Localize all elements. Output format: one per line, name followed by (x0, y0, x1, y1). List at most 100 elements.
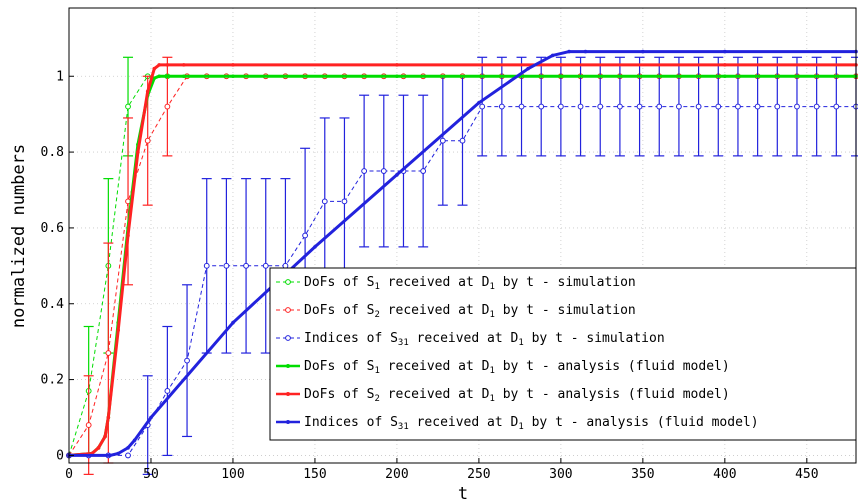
x-tick-label: 150 (303, 467, 326, 482)
data-point (723, 63, 727, 67)
data-point (165, 63, 170, 67)
data-point (116, 328, 120, 333)
data-point (813, 103, 820, 110)
data-point (498, 103, 505, 110)
data-point (103, 434, 107, 439)
data-point (735, 103, 741, 110)
data-point (125, 452, 131, 459)
data-point (395, 173, 399, 177)
data-point (184, 357, 190, 364)
y-tick-label: 0.4 (41, 297, 65, 312)
data-point (145, 89, 150, 94)
data-point (723, 49, 727, 54)
data-point (165, 74, 170, 79)
data-point (636, 103, 643, 110)
data-point (231, 320, 235, 325)
data-point (144, 137, 151, 144)
data-point (157, 74, 161, 79)
x-tick-label: 350 (631, 467, 654, 482)
legend-item: DoFs of S2 received at D1 by t - analysi… (276, 387, 730, 404)
data-point (116, 451, 120, 456)
data-point (361, 168, 368, 174)
x-tick-label: 400 (713, 467, 736, 482)
legend: DoFs of S1 received at D1 by t - simulat… (269, 267, 857, 441)
data-point (695, 103, 702, 110)
legend-item: DoFs of S2 received at D1 by t - simulat… (276, 303, 636, 320)
y-tick-label: 1 (56, 69, 64, 84)
legend-label: DoFs of S1 received at D1 by t - simulat… (304, 275, 636, 292)
data-point (833, 103, 840, 110)
data-point (164, 103, 171, 110)
data-point (85, 422, 92, 428)
data-point (538, 103, 545, 110)
legend-swatch-marker (285, 335, 291, 341)
x-tick-label: 0 (65, 467, 73, 482)
data-point (597, 103, 604, 110)
data-point (105, 350, 112, 356)
data-point (96, 446, 101, 450)
data-point (477, 100, 481, 105)
data-point (583, 49, 588, 54)
data-point (181, 63, 186, 67)
data-point (676, 103, 682, 110)
data-point (231, 63, 235, 67)
data-point (243, 262, 249, 269)
data-point (557, 103, 564, 110)
data-point (223, 262, 230, 269)
legend-label: Indices of S31 received at D1 by t - ana… (304, 415, 759, 432)
legend-item: DoFs of S1 received at D1 by t - simulat… (276, 275, 636, 292)
legend-label: DoFs of S2 received at D1 by t - analysi… (304, 387, 730, 404)
data-point (420, 168, 427, 174)
data-point (559, 63, 563, 67)
series-5 (67, 63, 858, 458)
x-axis-title: t (458, 484, 468, 503)
data-point (395, 74, 399, 79)
data-point (518, 103, 525, 110)
x-tick-label: 250 (467, 467, 490, 482)
data-point (617, 103, 623, 110)
data-point (794, 103, 800, 110)
legend-swatch-marker (286, 420, 290, 424)
data-point (231, 74, 235, 79)
data-point (715, 103, 722, 110)
data-point (577, 103, 584, 110)
data-point (341, 198, 348, 205)
data-point (774, 103, 781, 110)
legend-label: Indices of S31 received at D1 by t - sim… (304, 331, 665, 348)
data-point (108, 453, 112, 458)
data-point (526, 66, 530, 71)
legend-swatch-marker (286, 364, 290, 368)
series-layer (66, 49, 858, 475)
data-point (106, 415, 111, 420)
data-point (157, 63, 161, 67)
x-tick-label: 100 (221, 467, 244, 482)
data-point (479, 103, 486, 110)
y-axis-title: normalized numbers (9, 144, 29, 328)
data-point (321, 198, 328, 205)
data-point (567, 49, 571, 54)
x-tick-label: 450 (795, 467, 818, 482)
plot-frame (68, 7, 857, 464)
data-point (754, 103, 761, 110)
data-point (459, 137, 466, 144)
data-point (313, 245, 317, 249)
data-point (136, 150, 140, 154)
data-point (181, 74, 186, 79)
data-point (723, 74, 727, 79)
legend-item: DoFs of S1 received at D1 by t - analysi… (276, 359, 730, 376)
data-point (302, 232, 309, 239)
legend-swatch-marker (285, 279, 291, 285)
y-tick-label: 0.2 (41, 373, 64, 388)
data-point (152, 66, 157, 71)
legend-swatch-marker (286, 392, 290, 396)
data-point (126, 446, 130, 450)
data-point (559, 74, 563, 79)
legend-box (269, 267, 857, 441)
data-point (125, 103, 131, 110)
y-tick-label: 0 (56, 448, 64, 463)
data-point (380, 168, 387, 174)
y-tick-label: 0.8 (41, 145, 64, 160)
legend-item: Indices of S31 received at D1 by t - ana… (276, 415, 759, 432)
ticks: 0 50 100 150 200 250 300 350 400 450 0 0.2 0.4 0.6 0.8… (41, 69, 819, 482)
